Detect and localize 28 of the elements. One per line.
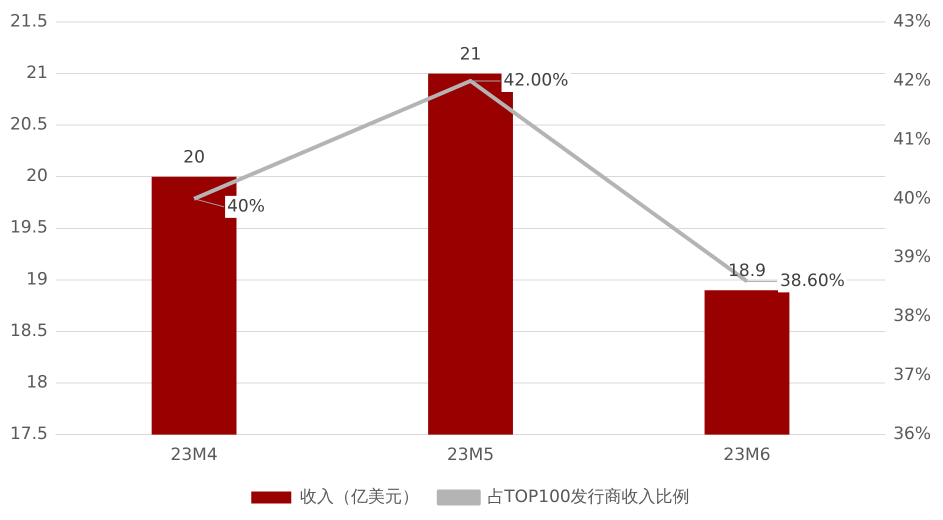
y2-tick-label: 39% — [893, 247, 932, 268]
data-label: 20 — [183, 148, 205, 168]
y2-tick-label: 38% — [893, 306, 932, 326]
data-label: 38.60% — [780, 270, 845, 291]
x-tick-label: 23M4 — [170, 445, 218, 466]
y-tick-label: 18.5 — [10, 320, 48, 341]
y2-tick-label: 36% — [893, 424, 932, 444]
x-tick-label: 23M5 — [446, 445, 494, 466]
data-label: 42.00% — [504, 70, 568, 90]
x-tick-label: 23M6 — [723, 445, 771, 466]
y2-tick-label: 42% — [893, 70, 932, 90]
y2-tick-label: 41% — [893, 129, 932, 150]
data-label: 21 — [460, 44, 482, 64]
data-label: 18.9 — [728, 261, 766, 282]
data-label: 40% — [227, 196, 265, 216]
y2-tick-label: 43% — [893, 11, 932, 32]
y-tick-label: 19 — [26, 269, 48, 290]
legend-label: 收入（亿美元） — [300, 486, 419, 507]
y-tick-label: 20.5 — [10, 114, 48, 135]
y-tick-label: 18 — [26, 372, 48, 392]
y-tick-label: 21 — [26, 62, 48, 83]
y-tick-label: 20 — [26, 166, 48, 186]
y2-tick-label: 40% — [893, 188, 932, 208]
legend-label: 占TOP100发行商收入比例 — [487, 486, 690, 507]
y-tick-label: 19.5 — [10, 218, 48, 238]
y-tick-label: 17.5 — [10, 424, 48, 444]
y-tick-label: 21.5 — [10, 11, 48, 32]
y2-tick-label: 37% — [893, 365, 932, 386]
